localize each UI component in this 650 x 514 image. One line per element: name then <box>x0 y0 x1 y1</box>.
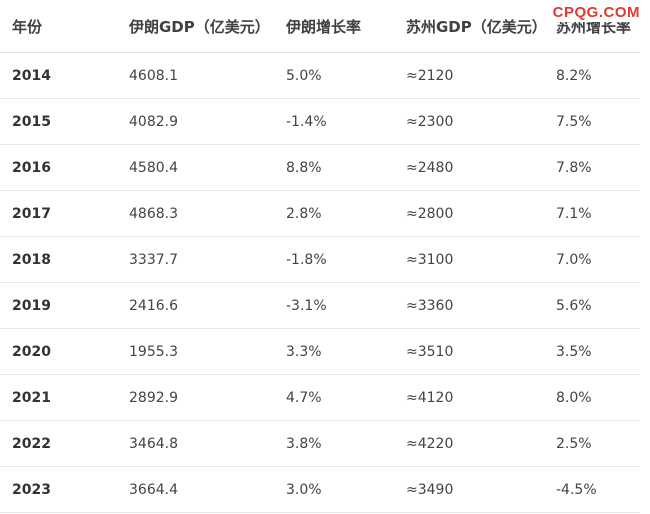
table-row: 2020 1955.3 3.3% ≈3510 3.5% <box>0 328 640 375</box>
table-header: 年份 伊朗GDP（亿美元） 伊朗增长率 苏州GDP（亿美元） 苏州增长率 <box>0 0 640 53</box>
cell-iran-growth: -3.1% <box>274 282 394 329</box>
header-row: 年份 伊朗GDP（亿美元） 伊朗增长率 苏州GDP（亿美元） 苏州增长率 <box>0 0 640 53</box>
cell-year: 2023 <box>0 466 117 513</box>
table-row: 2015 4082.9 -1.4% ≈2300 7.5% <box>0 98 640 145</box>
cell-suzhou-gdp: ≈2480 <box>394 144 548 191</box>
cell-iran-gdp: 4608.1 <box>117 52 274 99</box>
cell-suzhou-growth: 7.5% <box>548 98 640 145</box>
cell-suzhou-growth: 5.6% <box>548 282 640 329</box>
cell-iran-growth: 5.0% <box>274 52 394 99</box>
table-row: 2022 3464.8 3.8% ≈4220 2.5% <box>0 420 640 467</box>
cell-suzhou-growth: 8.0% <box>548 374 640 421</box>
cell-iran-growth: 8.8% <box>274 144 394 191</box>
cell-iran-gdp: 4082.9 <box>117 98 274 145</box>
cell-year: 2021 <box>0 374 117 421</box>
cell-suzhou-gdp: ≈2800 <box>394 190 548 237</box>
cell-iran-gdp: 3337.7 <box>117 236 274 283</box>
cell-iran-gdp: 4580.4 <box>117 144 274 191</box>
header-iran-growth: 伊朗增长率 <box>274 0 394 53</box>
cell-iran-gdp: 3664.4 <box>117 466 274 513</box>
cell-iran-growth: 3.8% <box>274 420 394 467</box>
cell-iran-gdp: 1955.3 <box>117 328 274 375</box>
cell-year: 2016 <box>0 144 117 191</box>
header-year: 年份 <box>0 0 117 53</box>
cell-iran-growth: -1.8% <box>274 236 394 283</box>
cell-year: 2014 <box>0 52 117 99</box>
cell-suzhou-gdp: ≈3510 <box>394 328 548 375</box>
cell-suzhou-gdp: ≈4220 <box>394 420 548 467</box>
cell-suzhou-gdp: ≈3100 <box>394 236 548 283</box>
cell-iran-gdp: 3464.8 <box>117 420 274 467</box>
cell-suzhou-gdp: ≈4120 <box>394 374 548 421</box>
cell-iran-growth: 2.8% <box>274 190 394 237</box>
table-row: 2017 4868.3 2.8% ≈2800 7.1% <box>0 190 640 237</box>
cell-suzhou-growth: 3.5% <box>548 328 640 375</box>
cell-suzhou-growth: 8.2% <box>548 52 640 99</box>
cell-year: 2022 <box>0 420 117 467</box>
cell-year: 2019 <box>0 282 117 329</box>
cell-suzhou-growth: 7.1% <box>548 190 640 237</box>
cell-suzhou-growth: 2.5% <box>548 420 640 467</box>
cell-iran-growth: 3.0% <box>274 466 394 513</box>
cell-iran-gdp: 2892.9 <box>117 374 274 421</box>
cell-year: 2017 <box>0 190 117 237</box>
cell-iran-growth: -1.4% <box>274 98 394 145</box>
table-row: 2014 4608.1 5.0% ≈2120 8.2% <box>0 52 640 99</box>
table-row: 2016 4580.4 8.8% ≈2480 7.8% <box>0 144 640 191</box>
watermark-logo: CPQG.COM <box>550 4 642 22</box>
cell-iran-growth: 4.7% <box>274 374 394 421</box>
cell-suzhou-gdp: ≈3360 <box>394 282 548 329</box>
cell-year: 2015 <box>0 98 117 145</box>
cell-suzhou-gdp: ≈2120 <box>394 52 548 99</box>
cell-iran-gdp: 2416.6 <box>117 282 274 329</box>
table-row: 2019 2416.6 -3.1% ≈3360 5.6% <box>0 282 640 329</box>
cell-suzhou-growth: 7.8% <box>548 144 640 191</box>
table-row: 2023 3664.4 3.0% ≈3490 -4.5% <box>0 466 640 513</box>
cell-suzhou-growth: -4.5% <box>548 466 640 513</box>
table-body: 2014 4608.1 5.0% ≈2120 8.2% 2015 4082.9 … <box>0 52 640 513</box>
cell-year: 2018 <box>0 236 117 283</box>
cell-iran-growth: 3.3% <box>274 328 394 375</box>
table-row: 2018 3337.7 -1.8% ≈3100 7.0% <box>0 236 640 283</box>
cell-year: 2020 <box>0 328 117 375</box>
cell-iran-gdp: 4868.3 <box>117 190 274 237</box>
header-suzhou-gdp: 苏州GDP（亿美元） <box>394 0 548 53</box>
header-iran-gdp: 伊朗GDP（亿美元） <box>117 0 274 53</box>
table-row: 2021 2892.9 4.7% ≈4120 8.0% <box>0 374 640 421</box>
cell-suzhou-gdp: ≈2300 <box>394 98 548 145</box>
cell-suzhou-gdp: ≈3490 <box>394 466 548 513</box>
cell-suzhou-growth: 7.0% <box>548 236 640 283</box>
